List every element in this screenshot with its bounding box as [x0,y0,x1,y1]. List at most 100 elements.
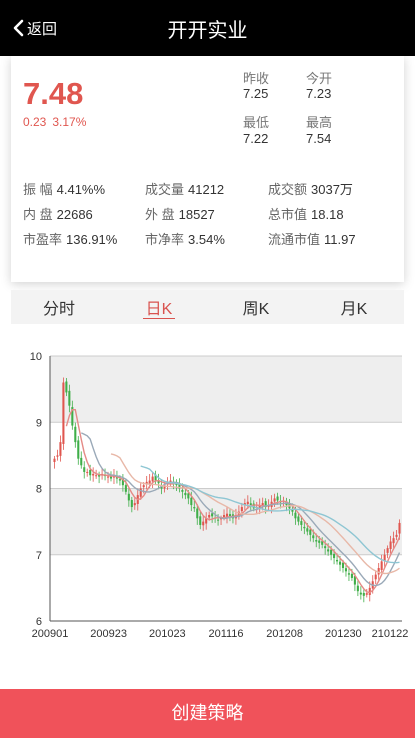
chart-band [50,356,402,422]
candle-body [202,522,204,526]
tab-monthly-k[interactable]: 月K [324,295,384,319]
candle-body [348,573,350,574]
candle-body [277,497,279,501]
candle-body [360,593,362,595]
candle-body [315,540,317,541]
candle-body [86,472,88,473]
high-value: 7.54 [306,131,331,146]
open-label: 今开 [306,68,332,87]
candle-body [390,542,392,550]
candle-body [74,427,76,442]
candle-body [196,509,198,519]
top-bar: 返回 开开实业 [0,0,415,56]
stat-amplitude: 振 幅 4.41%% [23,179,105,198]
x-tick-label: 201208 [266,628,303,640]
candle-body [363,593,365,596]
change-value: 0.23 [23,115,46,129]
candle-body [92,474,94,476]
candle-body [83,467,85,472]
stat-volume: 成交量 41212 [145,179,224,198]
candle-body [336,560,338,561]
stat-outer-volume: 外 盘 18527 [145,204,215,223]
x-tick-label: 201023 [149,628,186,640]
candle-body [300,521,302,525]
candle-body [309,530,311,535]
candle-body [56,455,58,456]
candle-body [351,574,353,578]
low-label: 最低 [243,112,269,131]
candle-body [357,586,359,591]
create-strategy-button[interactable]: 创建策略 [0,689,415,738]
candle-body [324,546,326,548]
candle-body [152,477,154,482]
candle-body [398,523,400,534]
candle-body [89,470,91,475]
candle-body [208,515,210,517]
tab-intraday[interactable]: 分时 [29,295,89,319]
stat-pb-ratio: 市净率 3.54% [145,229,225,248]
candle-body [333,554,335,558]
candle-body [65,382,67,393]
candle-body [211,513,213,516]
candle-body [80,458,82,465]
candle-body [119,479,121,480]
candle-body [134,503,136,505]
y-tick-label: 6 [36,616,42,628]
candle-body [366,593,368,595]
x-tick-label: 201116 [208,628,243,640]
candle-body [53,459,55,462]
tab-weekly-k[interactable]: 周K [226,295,286,319]
change-percent: 3.17% [52,115,86,129]
price-change: 0.23 3.17% [23,115,92,129]
stat-pe-ratio: 市盈率 136.91% [23,229,117,248]
prev-close-value: 7.25 [243,86,268,101]
candle-body [306,528,308,531]
x-tick-label: 200901 [32,628,69,640]
candle-body [303,527,305,528]
candle-body [107,477,109,478]
stat-float-cap: 流通市值 11.97 [268,229,356,248]
candle-body [77,440,79,458]
quote-card: 7.48 0.23 3.17% 昨收 7.25 今开 7.23 最低 7.22 最… [11,56,404,282]
open-value: 7.23 [306,86,331,101]
candle-body [131,500,133,507]
candle-body [312,535,314,538]
candle-body [199,516,201,525]
candle-body [187,493,189,498]
page-title: 开开实业 [0,14,415,43]
low-value: 7.22 [243,131,268,146]
candle-body [345,568,347,571]
candle-body [149,481,151,484]
candle-body [381,561,383,570]
candle-body [241,507,243,511]
candle-body [395,535,397,537]
y-tick-label: 9 [36,417,42,429]
candle-body [125,485,127,492]
candle-body [128,494,130,501]
candle-body [95,475,97,476]
candle-body [342,563,344,568]
candle-body [327,549,329,551]
stat-market-cap: 总市值 18.18 [268,204,344,223]
candle-body [184,493,186,495]
stat-inner-volume: 内 盘 22686 [23,204,93,223]
candle-body [387,548,389,553]
candle-body [250,503,252,505]
candle-body [62,383,64,444]
candle-body [193,507,195,508]
tab-daily-k[interactable]: 日K [129,295,189,319]
prev-close-label: 昨收 [243,68,269,87]
x-tick-label: 200923 [90,628,127,640]
candle-body [294,513,296,519]
current-price: 7.48 [23,76,83,112]
candle-body [59,442,61,456]
candle-body [68,391,70,406]
candle-body [190,498,192,505]
x-tick-label: 201230 [325,628,362,640]
candle-body [143,485,145,487]
candle-body [375,575,377,580]
candle-body [274,498,276,501]
high-label: 最高 [306,112,332,131]
y-tick-label: 10 [30,351,42,363]
